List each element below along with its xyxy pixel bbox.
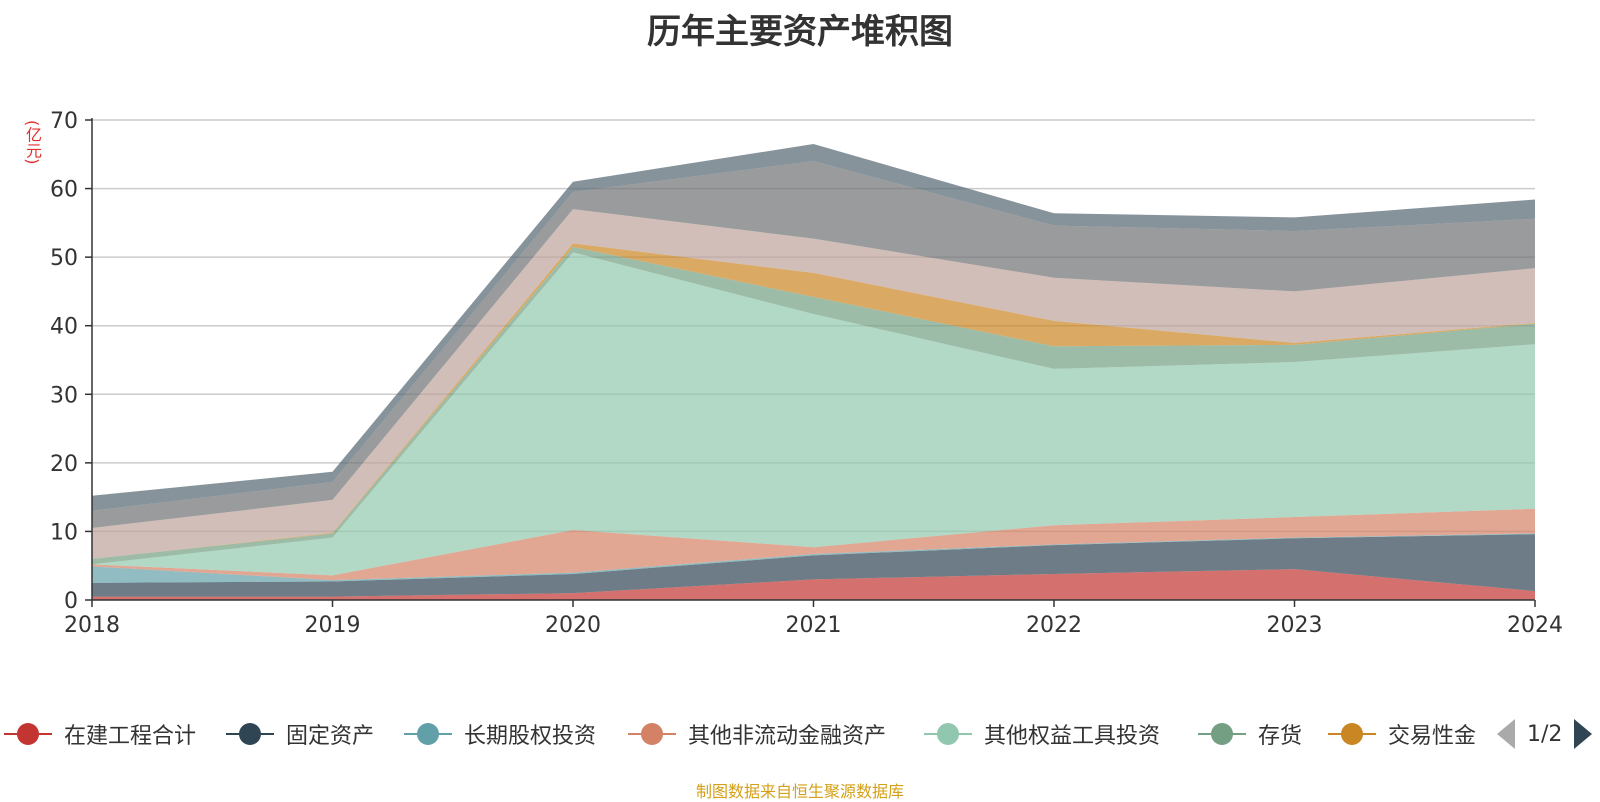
area-series-5[interactable]: [92, 252, 1535, 576]
legend: 在建工程合计 固定资产 长期股权投资 其他非流动金融资产 其他权益工具投资 存货 交易性金: [0, 714, 1600, 754]
legend-marker-icon: [1328, 714, 1376, 754]
area-series-2[interactable]: [92, 534, 1535, 597]
area-series: [92, 144, 1535, 600]
plot-area: 0 10 20 30 40 50 60 70 2018 2019 2020 2021 2022 2023 2…: [50, 109, 1563, 638]
area-series-9[interactable]: [92, 161, 1535, 528]
legend-item[interactable]: 长期股权投资: [404, 714, 596, 754]
area-series-6[interactable]: [92, 246, 1535, 565]
y-tick-label: 40: [50, 315, 78, 340]
x-tick-label: 2021: [786, 613, 842, 638]
x-tick-label: 2024: [1507, 613, 1563, 638]
chart-title: 历年主要资产堆积图: [647, 12, 953, 52]
legend-marker-icon: [404, 714, 452, 754]
x-tick-label: 2018: [64, 613, 120, 638]
legend-marker-icon: [4, 714, 52, 754]
legend-page-indicator: 1/2: [1527, 721, 1563, 747]
legend-label: 固定资产: [286, 724, 375, 749]
legend-item[interactable]: 固定资产: [226, 714, 374, 754]
legend-label: 其他非流动金融资产: [688, 724, 887, 749]
x-tick-label: 2020: [545, 613, 601, 638]
legend-label: 在建工程合计: [64, 724, 197, 749]
y-tick-label: 50: [50, 246, 78, 271]
legend-marker-icon: [1198, 714, 1246, 754]
area-series-3[interactable]: [92, 533, 1535, 583]
y-tick-label: 20: [50, 452, 78, 477]
legend-pager: 1/2: [1497, 714, 1593, 754]
legend-item[interactable]: 在建工程合计: [4, 714, 196, 754]
y-tick-label: 70: [50, 109, 78, 134]
legend-item[interactable]: 存货: [1198, 714, 1302, 754]
legend-next-page-icon[interactable]: [1574, 719, 1593, 749]
y-tick-label: 0: [64, 589, 78, 614]
legend-item[interactable]: 其他非流动金融资产: [628, 714, 886, 754]
data-source-note: 制图数据来自恒生聚源数据库: [695, 782, 904, 801]
legend-label: 长期股权投资: [464, 724, 597, 749]
y-tick-label: 60: [50, 178, 78, 203]
area-series-1[interactable]: [92, 569, 1535, 600]
legend-prev-page-icon[interactable]: [1497, 719, 1515, 749]
y-tick-label: 10: [50, 520, 78, 545]
y-axis-unit-label: (亿元): [23, 120, 42, 165]
legend-label: 其他权益工具投资: [984, 724, 1161, 749]
area-series-8[interactable]: [92, 209, 1535, 559]
legend-item[interactable]: 其他权益工具投资: [924, 714, 1160, 754]
legend-label: 存货: [1258, 724, 1303, 749]
y-tick-label: 30: [50, 383, 78, 408]
area-series-4[interactable]: [92, 508, 1535, 581]
x-tick-label: 2019: [305, 613, 361, 638]
axes: 0 10 20 30 40 50 60 70 2018 2019 2020 2021 2022 2023 2…: [50, 109, 1563, 638]
legend-label: 交易性金: [1388, 724, 1477, 749]
legend-marker-icon: [628, 714, 676, 754]
x-tick-label: 2022: [1026, 613, 1082, 638]
x-tick-label: 2023: [1267, 613, 1323, 638]
legend-marker-icon: [226, 714, 274, 754]
legend-marker-icon: [924, 714, 972, 754]
legend-item[interactable]: 交易性金: [1328, 714, 1476, 754]
